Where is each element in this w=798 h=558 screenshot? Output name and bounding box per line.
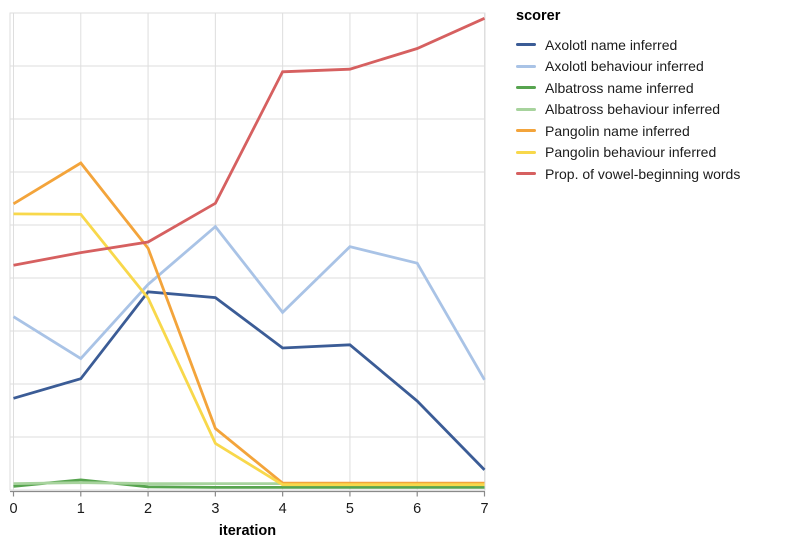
x-tick-label: 4 — [279, 501, 287, 517]
legend-item: Prop. of vowel-beginning words — [514, 163, 794, 185]
legend-item: Axolotl name inferred — [514, 34, 794, 56]
x-tick-label: 0 — [9, 501, 17, 517]
series-line — [13, 290, 486, 471]
legend-line-swatch — [516, 64, 536, 68]
legend-item-label: Albatross name inferred — [545, 79, 694, 96]
legend-title: scorer — [516, 8, 561, 24]
legend-line-swatch — [516, 150, 536, 154]
x-tick-label: 7 — [480, 501, 488, 517]
legend-item-label: Axolotl name inferred — [545, 36, 678, 53]
legend-item-label: Axolotl behaviour inferred — [545, 58, 704, 75]
series-line — [13, 212, 485, 487]
x-tick-label: 1 — [77, 501, 85, 517]
x-tick-label: 2 — [144, 501, 152, 517]
x-tick-label: 3 — [211, 501, 219, 517]
series-line — [13, 478, 485, 489]
legend-item-label: Pangolin name inferred — [545, 122, 690, 139]
legend-item: Albatross name inferred — [514, 77, 794, 99]
legend-item: Pangolin name inferred — [514, 120, 794, 142]
legend-line-swatch — [516, 172, 536, 176]
legend-item-label: Albatross behaviour inferred — [545, 101, 721, 118]
series-line — [12, 224, 486, 381]
legend-item: Albatross behaviour inferred — [514, 99, 794, 121]
legend: scorer Axolotl name inferred Axolotl beh… — [514, 8, 794, 185]
x-tick-label: 5 — [346, 501, 354, 517]
legend-line-swatch — [516, 86, 536, 90]
legend-item-label: Pangolin behaviour inferred — [545, 144, 717, 161]
plot-border — [9, 12, 486, 491]
legend-item-label: Prop. of vowel-beginning words — [545, 165, 741, 182]
x-tick-label: 6 — [413, 501, 421, 517]
legend-item: Axolotl behaviour inferred — [514, 56, 794, 78]
series-line — [12, 161, 485, 485]
legend-line-swatch — [516, 43, 536, 47]
x-axis-title: iteration — [219, 523, 276, 539]
legend-line-swatch — [516, 129, 536, 133]
series-line — [13, 17, 486, 267]
legend-line-swatch — [516, 107, 536, 111]
legend-item: Pangolin behaviour inferred — [514, 142, 794, 164]
